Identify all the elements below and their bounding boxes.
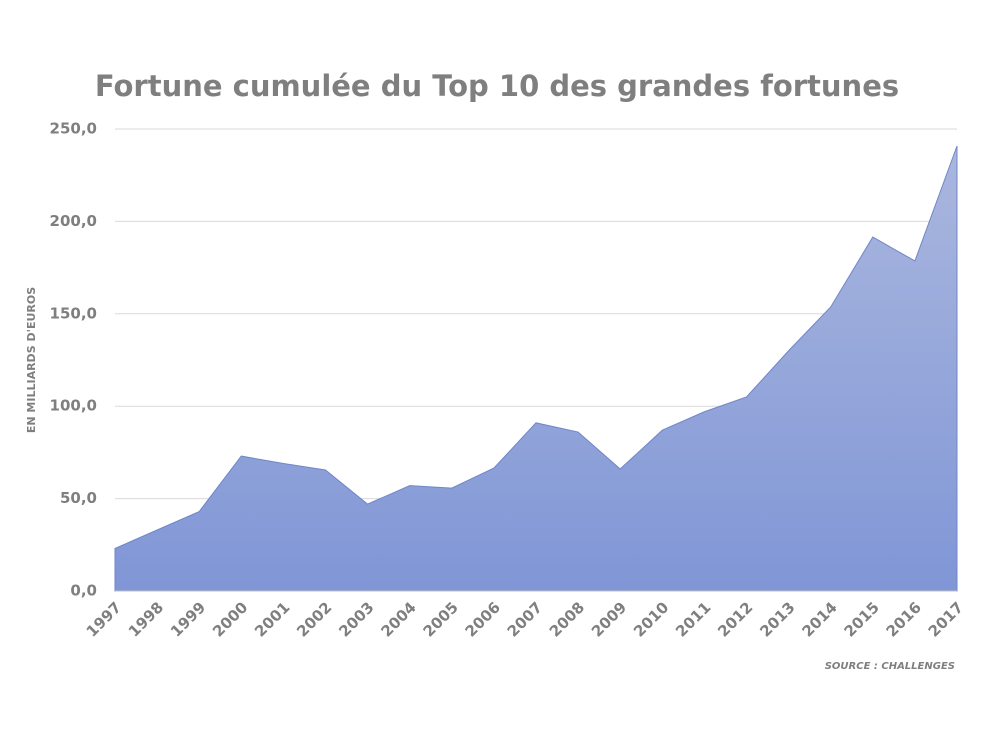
y-tick-label: 150,0 <box>50 304 97 322</box>
x-tick-label: 2002 <box>293 598 335 640</box>
x-tick-label: 2017 <box>925 598 967 640</box>
y-tick-label: 200,0 <box>50 212 97 230</box>
x-tick-label: 2000 <box>209 598 251 640</box>
x-tick-label: 2006 <box>462 598 504 640</box>
x-tick-label: 2009 <box>588 598 630 640</box>
x-tick-label: 2016 <box>883 598 925 640</box>
area <box>114 145 958 592</box>
x-tick-label: 2004 <box>377 598 419 640</box>
x-tick-label: 2001 <box>251 598 293 640</box>
y-axis-label: EN MILLIARDS D'EUROS <box>25 287 38 433</box>
x-tick-label: 2010 <box>630 598 672 640</box>
y-tick-label: 50,0 <box>60 489 97 507</box>
x-tick-label: 1999 <box>167 598 209 640</box>
x-tick-label: 2012 <box>714 598 756 640</box>
y-tick-label: 0,0 <box>70 582 97 600</box>
x-tick-label: 2005 <box>420 598 462 640</box>
x-tick-label: 2014 <box>798 598 840 640</box>
y-tick-label: 100,0 <box>50 397 97 415</box>
x-tick-label: 2015 <box>841 598 883 640</box>
x-tick-label: 2003 <box>335 598 377 640</box>
x-tick-label: 1998 <box>125 598 167 640</box>
chart-title: Fortune cumulée du Top 10 des grandes fo… <box>95 69 899 103</box>
x-tick-label: 1997 <box>83 598 125 640</box>
y-tick-label: 250,0 <box>50 120 97 138</box>
x-tick-label: 2007 <box>504 598 546 640</box>
x-tick-label: 2013 <box>756 598 798 640</box>
x-tick-label: 2008 <box>546 598 588 640</box>
source-note: SOURCE : CHALLENGES <box>825 661 955 672</box>
x-tick-label: 2011 <box>672 598 714 640</box>
